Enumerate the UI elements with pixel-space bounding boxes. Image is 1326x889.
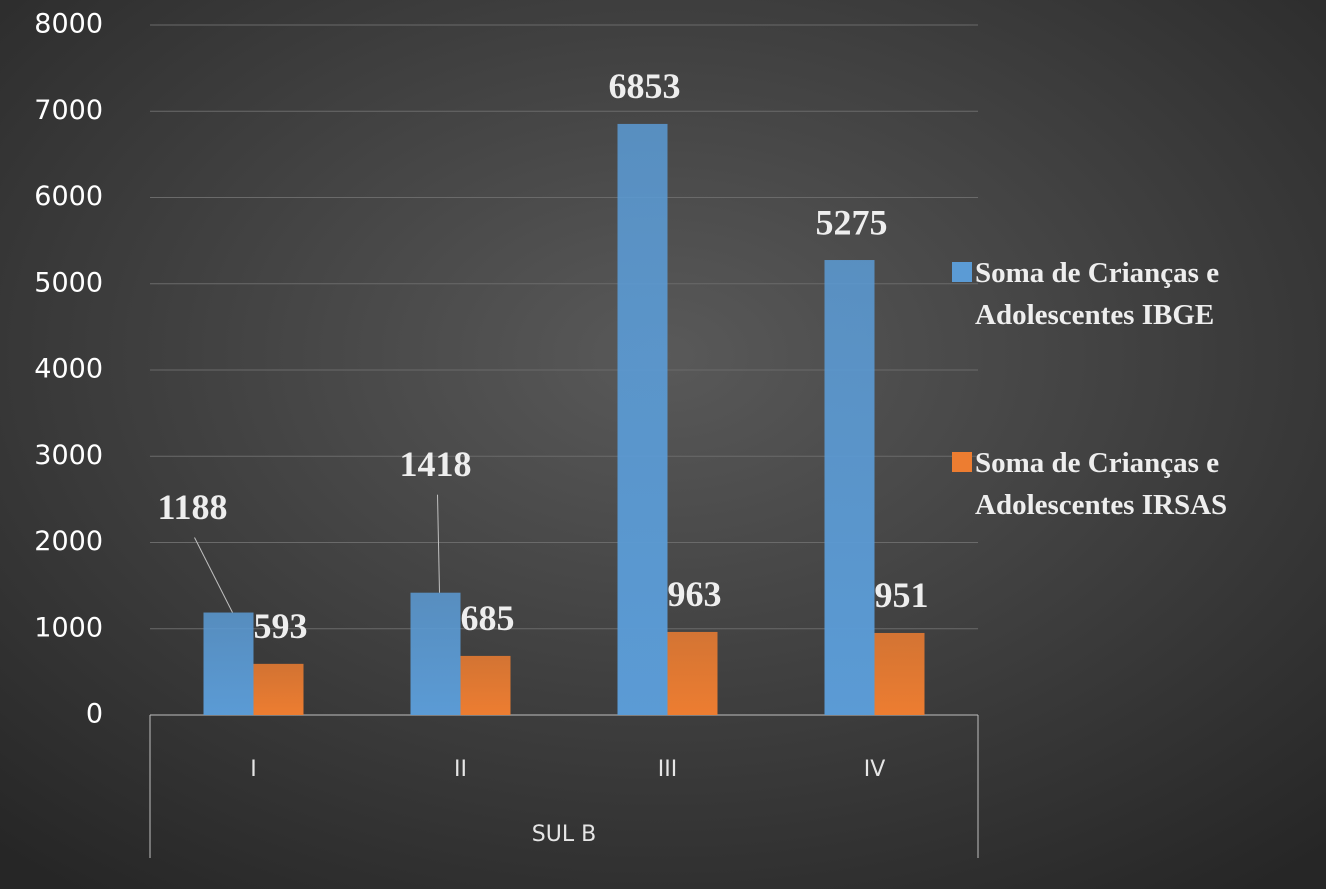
data-label: 593 (254, 606, 308, 646)
x-tick-label: IV (864, 757, 886, 782)
legend-swatch (952, 262, 972, 282)
leader-line (437, 494, 440, 593)
y-tick-label: 5000 (34, 267, 103, 298)
bar (824, 260, 875, 715)
y-tick-label: 0 (86, 699, 103, 730)
bar (253, 663, 304, 715)
y-tick-label: 8000 (34, 9, 103, 40)
legend-label: Soma de Crianças e Adolescentes IBGE (975, 257, 1220, 331)
y-tick-label: 2000 (34, 526, 103, 557)
y-tick-label: 4000 (34, 354, 103, 385)
data-label: 1188 (157, 487, 227, 527)
data-label: 6853 (609, 66, 681, 106)
y-tick-label: 3000 (34, 440, 103, 471)
y-tick-label: 1000 (34, 612, 103, 643)
y-tick-label: 7000 (34, 95, 103, 126)
x-tick-label: II (454, 757, 467, 782)
data-label: 1418 (400, 444, 472, 484)
data-label: 951 (875, 575, 929, 615)
bar (460, 655, 511, 715)
leader-line (194, 537, 233, 613)
bar (667, 631, 718, 715)
x-tick-label: III (658, 757, 677, 782)
data-label: 685 (461, 598, 515, 638)
bar (874, 632, 925, 715)
legend-swatch (952, 452, 972, 472)
bar (203, 612, 254, 715)
bar (410, 592, 461, 715)
x-tick-label: I (250, 757, 257, 782)
legend-label: Soma de Crianças e Adolescentes IRSAS (975, 447, 1228, 521)
data-label: 963 (668, 574, 722, 614)
group-label: SUL B (532, 822, 596, 847)
bar (617, 123, 668, 715)
y-tick-label: 6000 (34, 181, 103, 212)
data-label: 5275 (816, 202, 888, 242)
